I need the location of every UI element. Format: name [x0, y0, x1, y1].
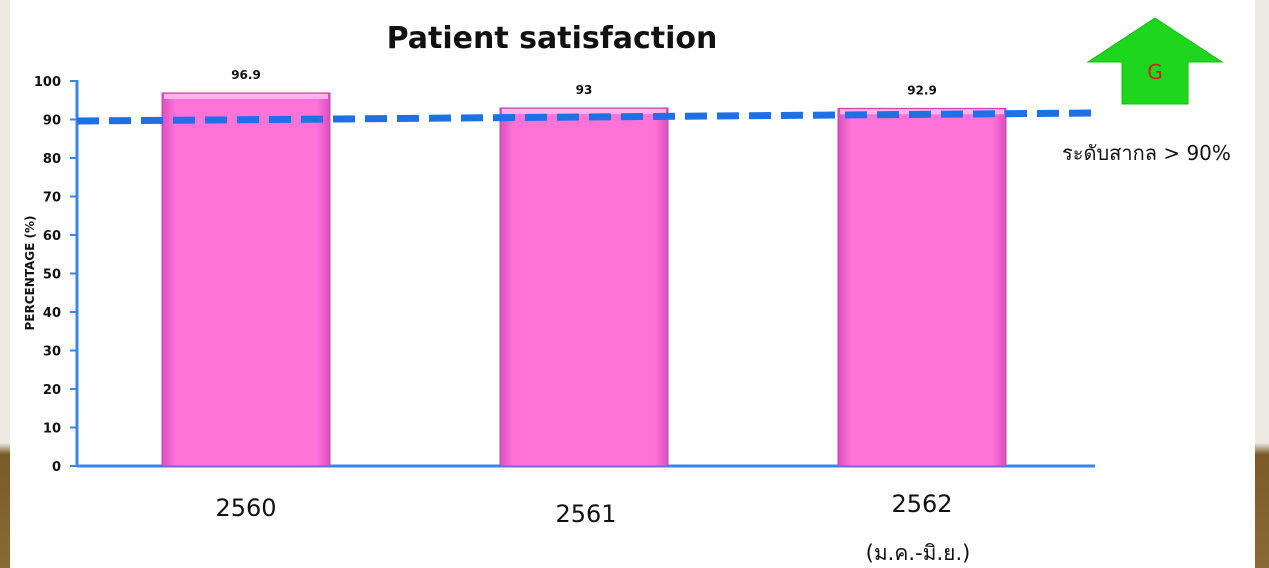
y-tick-label: 100	[34, 75, 61, 90]
bar-2561	[499, 107, 669, 467]
bar-2562	[837, 107, 1007, 467]
reference-line	[76, 109, 1096, 125]
badge-label: G	[1147, 60, 1163, 84]
y-tick-label: 0	[52, 460, 61, 475]
bar-highlight	[164, 93, 328, 99]
up-arrow-icon	[1086, 17, 1224, 105]
chart-title: Patient satisfaction	[387, 21, 718, 56]
y-tick-label: 10	[43, 422, 61, 437]
reference-line-label: ระดับสากล > 90%	[1062, 141, 1231, 165]
background-left-strip	[0, 0, 10, 568]
data-label-2561: 93	[576, 83, 593, 97]
y-axis-ticks: 0 10 20 30 40 50 60 70 80 90 100	[34, 75, 77, 475]
y-tick-label: 80	[43, 152, 61, 167]
bar-highlight	[502, 108, 666, 114]
data-label-2562: 92.9	[907, 83, 937, 97]
g-badge: G	[1086, 17, 1224, 105]
x-category-sublabel: (ม.ค.-มิ.ย.)	[866, 541, 971, 565]
x-category-label-2560: 2560	[215, 494, 276, 522]
bars	[161, 92, 1007, 467]
background-right-strip	[1255, 0, 1269, 568]
y-tick-label: 30	[43, 345, 61, 360]
y-tick-label: 90	[43, 114, 61, 129]
x-category-label-2562: 2562	[891, 490, 952, 518]
x-category-labels: 2560 2561 2562	[215, 490, 952, 528]
bar-2560	[161, 92, 331, 467]
y-axis-label: PERCENTAGE (%)	[23, 215, 37, 330]
x-category-label-2561: 2561	[555, 500, 616, 528]
y-tick-label: 40	[43, 306, 61, 321]
y-tick-label: 70	[43, 191, 61, 206]
y-tick-label: 60	[43, 229, 61, 244]
data-label-2560: 96.9	[231, 68, 261, 82]
data-labels: 96.9 93 92.9	[231, 68, 937, 97]
y-tick-label: 50	[43, 268, 61, 283]
y-tick-label: 20	[43, 383, 61, 398]
